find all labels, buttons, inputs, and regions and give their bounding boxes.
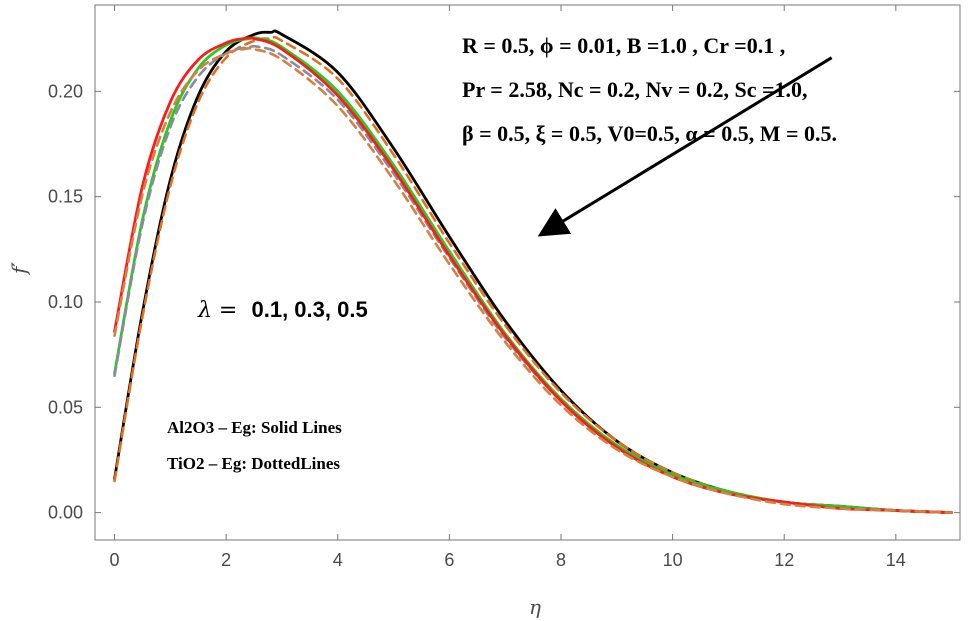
y-tick-label: 0.10 bbox=[48, 292, 83, 312]
series-layer bbox=[113, 29, 954, 515]
lambda-symbol: λ = bbox=[197, 298, 237, 323]
lambda-values: 0.1, 0.3, 0.5 bbox=[252, 297, 368, 322]
y-axis-ticks: 0.00 0.05 0.10 0.15 0.20 bbox=[48, 81, 960, 523]
y-axis-title: f′ bbox=[7, 262, 31, 276]
series-line-2 bbox=[113, 35, 953, 514]
params-line-3: β = 0.5, ξ = 0.5, V0=0.5, α = 0.5, M = 0… bbox=[462, 121, 837, 146]
x-tick-label: 14 bbox=[886, 550, 906, 570]
lambda-label: λ = 0.1, 0.3, 0.5 bbox=[197, 297, 368, 323]
y-tick-label: 0.15 bbox=[48, 187, 83, 207]
series-line-5 bbox=[113, 36, 954, 515]
series-line-3 bbox=[113, 36, 954, 515]
legend-solid-lines: Al2O3 – Eg: Solid Lines bbox=[167, 418, 342, 437]
plot-frame bbox=[94, 4, 961, 541]
y-tick-label: 0.20 bbox=[48, 81, 83, 101]
x-tick-label: 8 bbox=[556, 550, 566, 570]
lambda-increase-arrow bbox=[537, 56, 833, 237]
x-axis-title: η bbox=[529, 595, 541, 619]
params-line-1: R = 0.5, ϕ = 0.01, B =1.0 , Cr =0.1 , bbox=[462, 33, 785, 58]
y-tick-label: 0.05 bbox=[48, 397, 83, 417]
series-line-1 bbox=[113, 29, 954, 515]
x-tick-label: 2 bbox=[221, 550, 231, 570]
legend-dotted-lines: TiO2 – Eg: DottedLines bbox=[167, 454, 340, 473]
x-tick-label: 10 bbox=[663, 550, 683, 570]
series-line-6 bbox=[113, 46, 953, 514]
x-tick-label: 4 bbox=[333, 550, 343, 570]
x-axis-ticks: 0 2 4 6 8 10 12 14 bbox=[110, 5, 906, 570]
y-tick-label: 0.00 bbox=[48, 503, 83, 523]
params-line-2: Pr = 2.58, Nc = 0.2, Nv = 0.2, Sc =1.0, bbox=[462, 77, 808, 102]
x-tick-label: 12 bbox=[774, 550, 794, 570]
x-tick-label: 0 bbox=[110, 550, 120, 570]
x-tick-label: 6 bbox=[444, 550, 454, 570]
series-line-4 bbox=[113, 44, 953, 514]
